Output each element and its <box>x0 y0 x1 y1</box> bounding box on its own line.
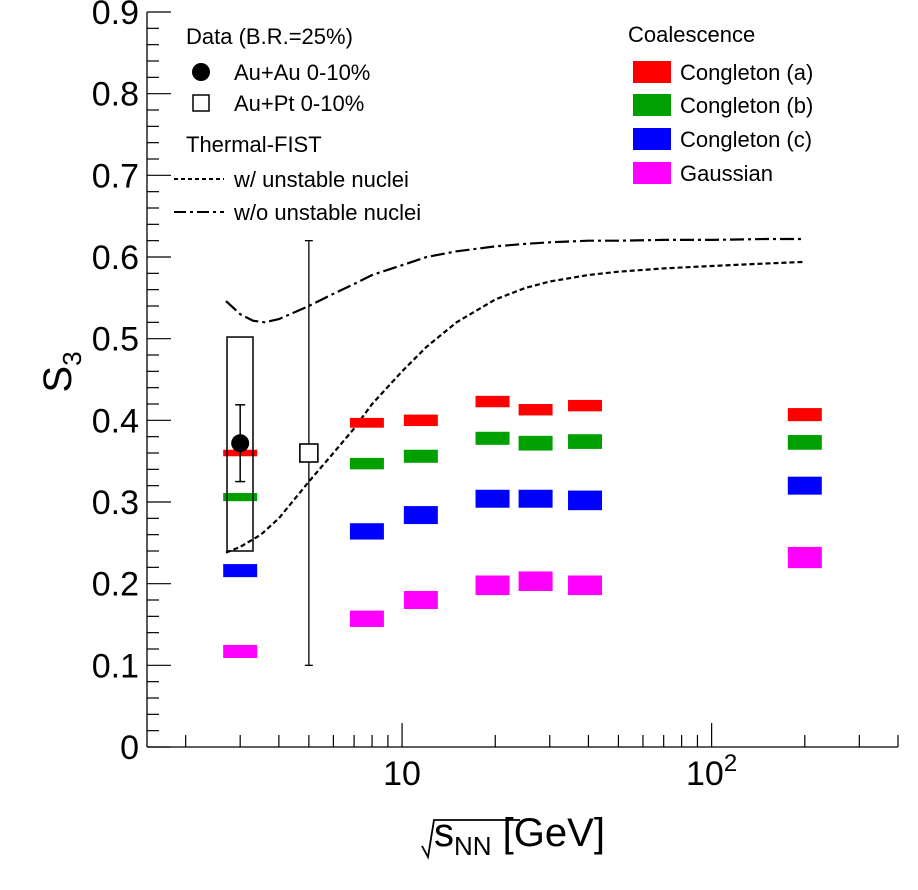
y-tick-label: 0.8 <box>92 76 139 114</box>
coalescence-band <box>403 414 438 427</box>
legend-data-header: Data (B.R.=25%) <box>186 24 353 49</box>
y-tick-label: 0.9 <box>92 0 139 32</box>
coalescence-band <box>349 457 384 470</box>
y-tick-label: 0.6 <box>92 239 139 277</box>
coalescence-band <box>349 523 384 540</box>
x-axis-title-text: sNN [GeV] <box>434 811 605 861</box>
legend-without-unstable-label: w/o unstable nuclei <box>233 200 421 225</box>
tick-labels: 0 0.1 0.2 0.3 0.4 0.5 0.6 0.7 0.8 0.9 10 102 <box>92 0 737 793</box>
legend-congleton-a-label: Congleton (a) <box>680 60 813 85</box>
y-tick-label: 0.3 <box>92 484 139 522</box>
y-tick-label: 0.2 <box>92 566 139 604</box>
coalescence-band <box>518 571 553 592</box>
coalescence-band <box>568 434 603 449</box>
coalescence-bands <box>223 395 822 658</box>
sqrt-sign <box>421 819 520 860</box>
y-tick-label: 0 <box>120 729 139 767</box>
coalescence-band <box>403 449 438 463</box>
legend-auau-label: Au+Au 0-10% <box>234 60 370 85</box>
coalescence-band <box>568 575 603 596</box>
coalescence-band <box>349 417 384 428</box>
thermal-fist-with-unstable-line <box>225 260 805 554</box>
legend-congleton-b-swatch <box>633 94 671 116</box>
plot-frame <box>146 12 898 748</box>
legend-model-header: Thermal-FIST <box>186 132 322 157</box>
coalescence-band <box>568 399 603 412</box>
y-tick-label: 0.1 <box>92 647 139 685</box>
x-tick-label: 102 <box>686 750 737 793</box>
auau-systematic-box <box>226 336 254 552</box>
y-tick-label: 0.5 <box>92 321 139 359</box>
coalescence-band <box>475 395 510 408</box>
coalescence-band <box>223 493 258 502</box>
legend-congleton-b-label: Congleton (b) <box>680 93 813 118</box>
legend-auau-marker <box>192 63 210 81</box>
coalescence-band <box>349 610 384 627</box>
coalescence-band <box>403 506 438 525</box>
legend-coalescence-header: Coalescence <box>628 22 755 47</box>
legend-gaussian-swatch <box>633 162 671 184</box>
legend-congleton-a-swatch <box>633 61 671 83</box>
coalescence-band <box>475 575 510 596</box>
coalescence-band <box>787 435 822 450</box>
thermal-fist-curves <box>225 237 805 554</box>
x-axis-title: sNN [GeV] <box>421 811 605 861</box>
coalescence-band <box>787 476 822 495</box>
coalescence-band <box>223 564 258 578</box>
coalescence-band <box>568 490 603 511</box>
coalescence-band <box>518 435 553 451</box>
coalescence-band <box>787 546 822 569</box>
aupt-point <box>299 443 319 463</box>
coalescence-band <box>223 644 258 658</box>
y-tick-label: 0.7 <box>92 157 139 195</box>
coalescence-band <box>475 489 510 508</box>
legend-aupt-marker <box>192 94 210 112</box>
y-axis-title: S3 <box>36 351 87 392</box>
thermal-fist-without-unstable-line <box>225 237 805 324</box>
coalescence-band <box>518 404 553 416</box>
data-points <box>226 240 319 666</box>
legend-right: Coalescence Congleton (a) Congleton (b) … <box>628 22 813 186</box>
legend-congleton-c-swatch <box>633 128 671 150</box>
coalescence-band <box>787 408 822 422</box>
legend-congleton-c-label: Congleton (c) <box>680 127 812 152</box>
legend-aupt-label: Au+Pt 0-10% <box>234 91 364 116</box>
coalescence-band <box>403 591 438 609</box>
auau-point <box>231 434 250 453</box>
coalescence-band <box>518 489 553 508</box>
axis-ticks <box>147 11 899 748</box>
legend-gaussian-label: Gaussian <box>680 161 773 186</box>
coalescence-band <box>475 431 510 445</box>
legend-left: Data (B.R.=25%) Au+Au 0-10% Au+Pt 0-10% … <box>174 24 421 225</box>
x-tick-label: 10 <box>383 755 421 793</box>
y-tick-label: 0.4 <box>92 402 139 440</box>
y-axis-title-text: S3 <box>36 351 87 392</box>
legend-with-unstable-label: w/ unstable nuclei <box>233 167 409 192</box>
